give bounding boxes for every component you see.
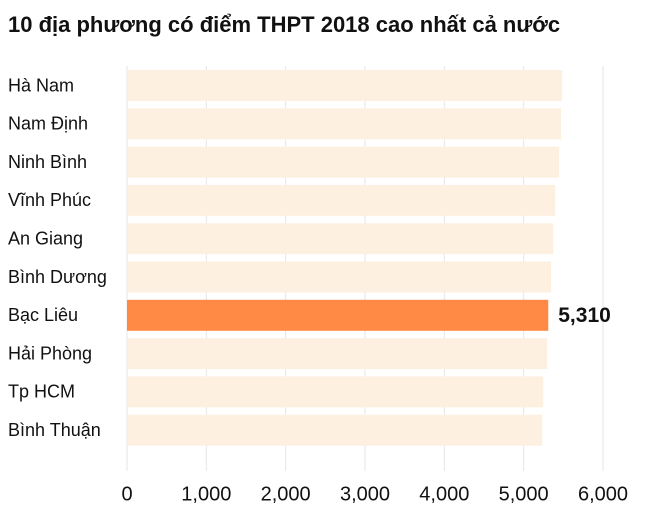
chart-title: 10 địa phương có điểm THPT 2018 cao nhất… (8, 12, 560, 37)
y-tick-label: Hà Nam (8, 75, 74, 95)
y-tick-label: Ninh Bình (8, 152, 87, 172)
y-tick-label: Bình Dương (8, 267, 107, 287)
y-tick-label: Bạc Liêu (8, 305, 78, 325)
y-tick-label: Nam Định (8, 114, 88, 134)
y-tick-label: Vĩnh Phúc (8, 190, 91, 210)
x-tick-label: 0 (121, 483, 132, 505)
x-tick-label: 6,000 (578, 483, 628, 505)
y-tick-label: An Giang (8, 228, 83, 248)
y-tick-label: Bình Thuận (8, 420, 101, 440)
bar (127, 261, 552, 293)
bar (127, 108, 562, 140)
bar (127, 223, 554, 255)
bar (127, 299, 549, 331)
bar (127, 414, 543, 446)
x-tick-label: 2,000 (261, 483, 311, 505)
bar (127, 184, 556, 216)
value-label: 5,310 (558, 304, 611, 327)
bar (127, 376, 544, 408)
x-tick-label: 3,000 (340, 483, 390, 505)
x-tick-label: 4,000 (419, 483, 469, 505)
bar (127, 70, 563, 101)
x-tick-label: 5,000 (499, 483, 549, 505)
bar (127, 146, 560, 178)
y-tick-label: Hải Phòng (8, 343, 92, 363)
x-tick-label: 1,000 (181, 483, 231, 505)
bar (127, 338, 548, 370)
y-tick-label: Tp HCM (8, 382, 75, 402)
